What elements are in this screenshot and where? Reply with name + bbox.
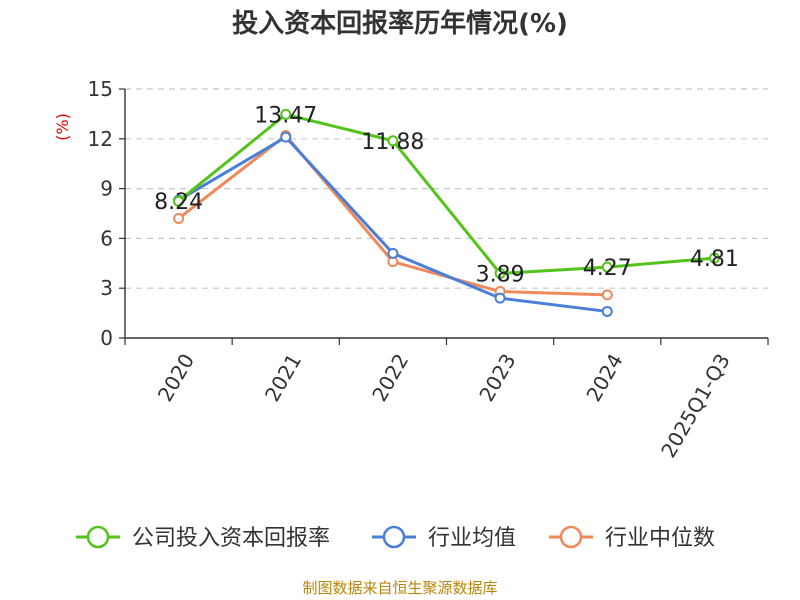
grid-lines [125,88,768,289]
legend-label: 公司投入资本回报率 [132,526,330,551]
legend-label: 行业中位数 [605,526,715,551]
data-label: 13.47 [254,103,317,128]
x-tick-label: 2021 [260,350,306,406]
legend-item[interactable]: 行业均值 [372,525,516,551]
legend-item[interactable]: 行业中位数 [549,525,715,551]
series-line [177,112,715,275]
source-note: 制图数据来自恒生聚源数据库 [302,579,497,597]
data-label: 4.27 [583,256,632,281]
x-tick-label: 2020 [153,350,199,406]
series-line [177,135,608,313]
legend-swatch-marker [86,525,110,549]
y-tick-label: 9 [100,177,113,201]
data-point [494,292,506,304]
chart-title: 投入资本回报率历年情况(%) [232,8,568,39]
y-tick-label: 6 [100,226,113,250]
data-point [280,108,292,120]
x-tick-label: 2025Q1-Q3 [656,350,735,462]
legend: 公司投入资本回报率 行业均值 行业中位数 [76,525,715,551]
data-label: 4.81 [690,247,739,272]
x-tick-label: 2022 [367,350,413,406]
y-tick-label: 3 [100,276,113,300]
data-labels: 8.24 13.47 11.88 3.89 4.27 4.81 [154,103,739,287]
legend-item[interactable]: 公司投入资本回报率 [76,525,330,551]
x-tick-label: 2024 [581,350,627,406]
data-label: 3.89 [476,262,525,287]
data-point [494,267,506,279]
y-tick-label: 15 [88,77,113,101]
y-tick-label: 12 [88,127,113,151]
data-label: 11.88 [361,130,424,155]
data-point [601,289,613,301]
data-label: 8.24 [154,190,203,215]
legend-label: 行业均值 [428,526,516,551]
y-axis-label: (%) [53,113,72,141]
data-point [708,252,720,264]
data-point [601,261,613,273]
legend-swatch-marker [559,525,583,549]
series-group [173,108,720,317]
data-point [280,131,292,143]
data-point [601,305,613,317]
y-tick-label: 0 [100,326,113,350]
legend-swatch-marker [382,525,406,549]
data-point [173,212,185,224]
data-point [387,247,399,259]
x-tick-label: 2023 [474,350,520,406]
data-point [173,195,185,207]
data-point [387,135,399,147]
